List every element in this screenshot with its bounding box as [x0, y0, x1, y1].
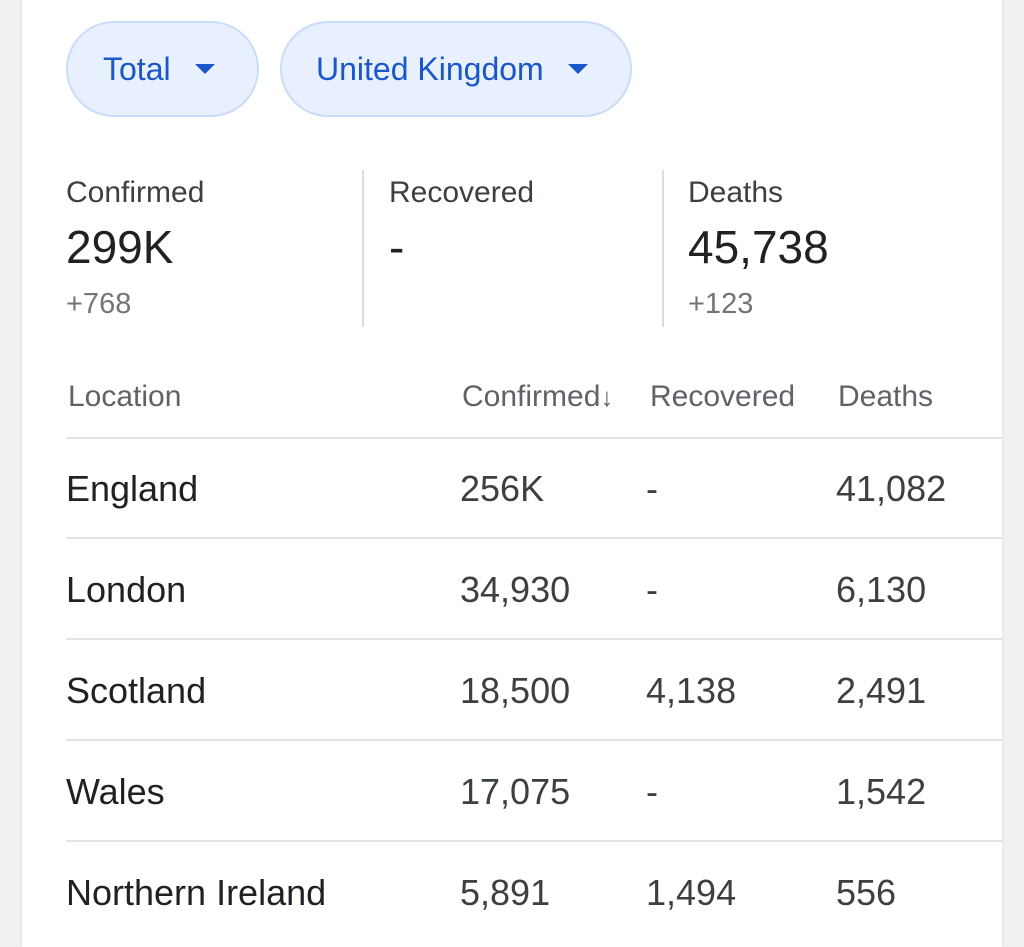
- location-cell: Scotland: [66, 670, 207, 711]
- column-header-location[interactable]: Location: [68, 380, 182, 413]
- summary-confirmed-value: 299K: [66, 221, 174, 273]
- caret-down-icon: [567, 64, 588, 74]
- summary-recovered: Recovered -: [389, 172, 669, 327]
- summary-confirmed-delta: +768: [66, 288, 132, 320]
- confirmed-cell: 17,075: [460, 771, 571, 812]
- summary-deaths-delta: +123: [688, 288, 754, 320]
- column-header-recovered[interactable]: Recovered: [650, 380, 796, 413]
- table-divider: [66, 840, 1002, 842]
- location-cell: London: [66, 569, 187, 610]
- recovered-cell: 4,138: [646, 670, 737, 711]
- deaths-cell: 2,491: [836, 670, 927, 711]
- recovered-cell: -: [646, 771, 658, 812]
- confirmed-cell: 256K: [460, 468, 545, 509]
- location-cell: Wales: [66, 771, 165, 812]
- recovered-cell: -: [646, 569, 658, 610]
- deaths-cell: 6,130: [836, 569, 927, 610]
- table-row[interactable]: Northern Ireland 5,891 1,494 556: [22, 842, 1002, 942]
- recovered-cell: -: [646, 468, 658, 509]
- summary-recovered-value: -: [389, 221, 405, 273]
- region-dropdown[interactable]: United Kingdom: [280, 21, 632, 117]
- region-dropdown-label: United Kingdom: [316, 50, 544, 87]
- recovered-cell: 1,494: [646, 872, 737, 913]
- table-divider: [66, 437, 1002, 439]
- divider: [662, 170, 664, 327]
- divider: [362, 170, 364, 327]
- deaths-cell: 1,542: [836, 771, 927, 812]
- table-row[interactable]: Scotland 18,500 4,138 2,491: [22, 640, 1002, 740]
- confirmed-cell: 34,930: [460, 569, 571, 610]
- table-row[interactable]: London 34,930 - 6,130: [22, 539, 1002, 639]
- column-header-confirmed[interactable]: Confirmed↓: [462, 380, 613, 414]
- location-cell: England: [66, 468, 199, 509]
- caret-down-icon: [194, 64, 215, 74]
- summary-confirmed-label: Confirmed: [66, 176, 205, 209]
- location-cell: Northern Ireland: [66, 872, 327, 913]
- column-header-confirmed-label: Confirmed: [462, 380, 601, 413]
- deaths-cell: 556: [836, 872, 897, 913]
- deaths-cell: 41,082: [836, 468, 947, 509]
- confirmed-cell: 18,500: [460, 670, 571, 711]
- table-divider: [66, 739, 1002, 741]
- table-row[interactable]: Wales 17,075 - 1,542: [22, 741, 1002, 841]
- metric-dropdown-label: Total: [103, 50, 171, 87]
- summary-confirmed: Confirmed 299K +768: [66, 172, 346, 327]
- summary-deaths: Deaths 45,738 +123: [688, 172, 968, 327]
- confirmed-cell: 5,891: [460, 872, 551, 913]
- sort-down-arrow-icon: ↓: [600, 382, 614, 412]
- table-divider: [66, 638, 1002, 640]
- stats-card: Total United Kingdom Confirmed 299K +768…: [22, 0, 1002, 947]
- summary-deaths-label: Deaths: [688, 176, 784, 209]
- summary-deaths-value: 45,738: [688, 221, 829, 273]
- summary-recovered-label: Recovered: [389, 176, 535, 209]
- table-row[interactable]: England 256K - 41,082: [22, 438, 1002, 538]
- column-header-deaths[interactable]: Deaths: [838, 380, 934, 413]
- metric-dropdown[interactable]: Total: [66, 21, 259, 117]
- table-divider: [66, 537, 1002, 539]
